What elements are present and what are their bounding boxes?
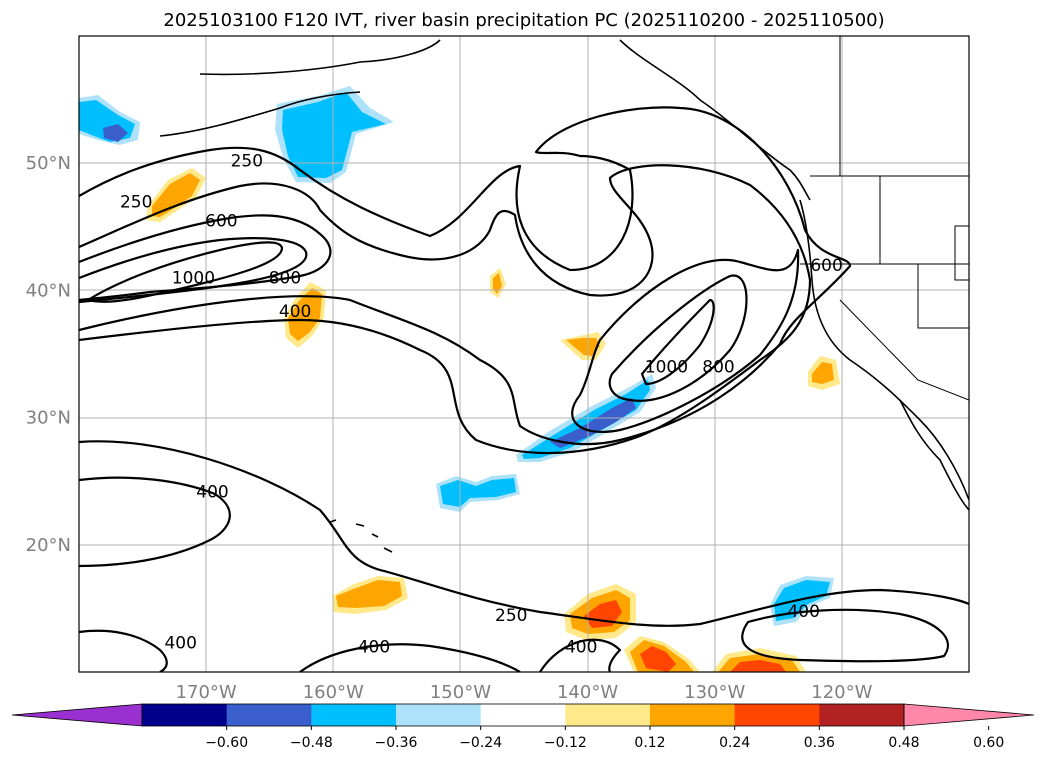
lon-tick-label: 120°W xyxy=(811,682,872,703)
lon-tick-label: 140°W xyxy=(557,682,618,703)
colorbar-segment xyxy=(734,704,820,726)
shade-neg-3 xyxy=(103,124,128,142)
contour-400-south-east xyxy=(741,608,949,663)
shade-neg-10 xyxy=(440,478,516,507)
contour-label: 250 xyxy=(120,192,152,212)
colorbar-tick-label: 0.12 xyxy=(634,735,665,751)
colorbar-segment xyxy=(480,704,566,726)
border-states xyxy=(800,36,969,401)
contour-label: 400 xyxy=(787,602,819,622)
lat-tick-label: 30°N xyxy=(26,408,71,429)
contour-label: 800 xyxy=(269,269,301,289)
lon-tick-labels: 170°W 160°W 150°W 140°W 130°W 120°W xyxy=(176,682,873,703)
contour-label: 400 xyxy=(196,482,228,502)
lat-tick-labels: 50°N 40°N 30°N 20°N xyxy=(26,153,71,556)
colorbar-extend-low xyxy=(11,703,143,727)
contour-1000 xyxy=(86,241,284,303)
colorbar-tick-label: 0.48 xyxy=(888,735,919,751)
shade-pos-18 xyxy=(640,646,676,672)
contour-400 xyxy=(79,164,812,455)
state-borders xyxy=(800,36,969,401)
contour-label: 600 xyxy=(810,256,842,276)
colorbar-segment xyxy=(226,704,312,726)
contour-label: 1000 xyxy=(172,269,215,289)
shade-pos-6 xyxy=(493,273,502,294)
contour-400-south-mid2 xyxy=(539,638,622,672)
contour-400-south xyxy=(79,476,231,568)
shade-pos-21 xyxy=(730,660,786,672)
positive-shading xyxy=(146,168,840,672)
colorbar-segment xyxy=(311,704,397,726)
map-frame xyxy=(78,35,970,673)
coastline-aleutians xyxy=(159,91,361,137)
contour-250-north xyxy=(79,106,852,446)
colorbar-tick-label: 0.60 xyxy=(973,735,1004,751)
coastlines xyxy=(159,39,969,553)
shade-pos-10 xyxy=(812,362,834,384)
colorbar-extend-high xyxy=(903,703,1035,727)
lat-tick-label: 50°N xyxy=(26,153,71,174)
map-area xyxy=(79,36,969,672)
contour-labels: 250 250 600 1000 800 400 600 1000 800 400 250 400 40… xyxy=(120,152,843,658)
colorbar-frame xyxy=(141,703,905,727)
contour-label: 1000 xyxy=(645,358,688,378)
colorbar-tick-label: −0.48 xyxy=(290,735,333,751)
contour-label: 400 xyxy=(358,638,390,658)
colorbar-segment xyxy=(565,704,651,726)
contour-label: 400 xyxy=(565,638,597,658)
contour-250-south xyxy=(79,440,969,627)
colorbar-segment xyxy=(396,704,482,726)
map-background xyxy=(79,36,969,672)
colorbar-tick-label: −0.60 xyxy=(205,735,248,751)
shade-pos-4 xyxy=(288,288,322,341)
contour-600 xyxy=(79,214,332,302)
shade-neg-8 xyxy=(550,398,636,448)
coastline-us-west xyxy=(799,199,969,501)
colorbar-segment xyxy=(819,704,905,726)
contour-label: 250 xyxy=(495,606,527,626)
contour-800-east xyxy=(608,274,748,402)
coastline-alaska xyxy=(199,39,441,76)
colorbar-tick-label: −0.12 xyxy=(544,735,587,751)
colorbar-tick-label: −0.36 xyxy=(375,735,418,751)
ivt-contours xyxy=(79,106,969,672)
hawaii-islands xyxy=(329,519,393,553)
coastline-bc xyxy=(619,39,811,201)
shade-pos-2 xyxy=(152,173,200,217)
contour-400-south-mid xyxy=(299,643,521,672)
contour-label: 600 xyxy=(205,211,237,231)
gridlines xyxy=(79,36,969,672)
shade-pos-12 xyxy=(336,580,402,608)
colorbar-segment xyxy=(142,704,228,726)
colorbar-tick-label: 0.36 xyxy=(804,735,835,751)
contour-label: 800 xyxy=(702,358,734,378)
contour-600-east xyxy=(571,248,800,433)
lat-tick-label: 20°N xyxy=(26,535,71,556)
lon-tick-label: 160°W xyxy=(303,682,364,703)
shade-pos-8 xyxy=(566,338,600,356)
contour-800 xyxy=(79,237,308,304)
contour-label: 400 xyxy=(164,634,196,654)
contour-400-south-left xyxy=(79,629,168,672)
shade-neg-12 xyxy=(774,580,830,621)
lon-tick-label: 170°W xyxy=(176,682,237,703)
colorbar-tick-label: 0.24 xyxy=(719,735,750,751)
chart-title: 2025103100 F120 IVT, river basin precipi… xyxy=(163,10,884,31)
contour-1000-east xyxy=(640,298,715,386)
colorbar-tick-label: −0.24 xyxy=(459,735,502,751)
lon-tick-label: 150°W xyxy=(430,682,491,703)
lat-tick-label: 40°N xyxy=(26,280,71,301)
contour-label: 250 xyxy=(231,152,263,172)
colorbar-segment xyxy=(650,704,736,726)
contour-label: 400 xyxy=(279,302,311,322)
lon-tick-label: 130°W xyxy=(684,682,745,703)
shade-neg-5 xyxy=(282,92,386,178)
colorbar: −0.60 −0.48 −0.36 −0.24 −0.12 0.12 0.24 0.36 0.4… xyxy=(11,703,1035,751)
coastline-baja xyxy=(899,399,969,511)
